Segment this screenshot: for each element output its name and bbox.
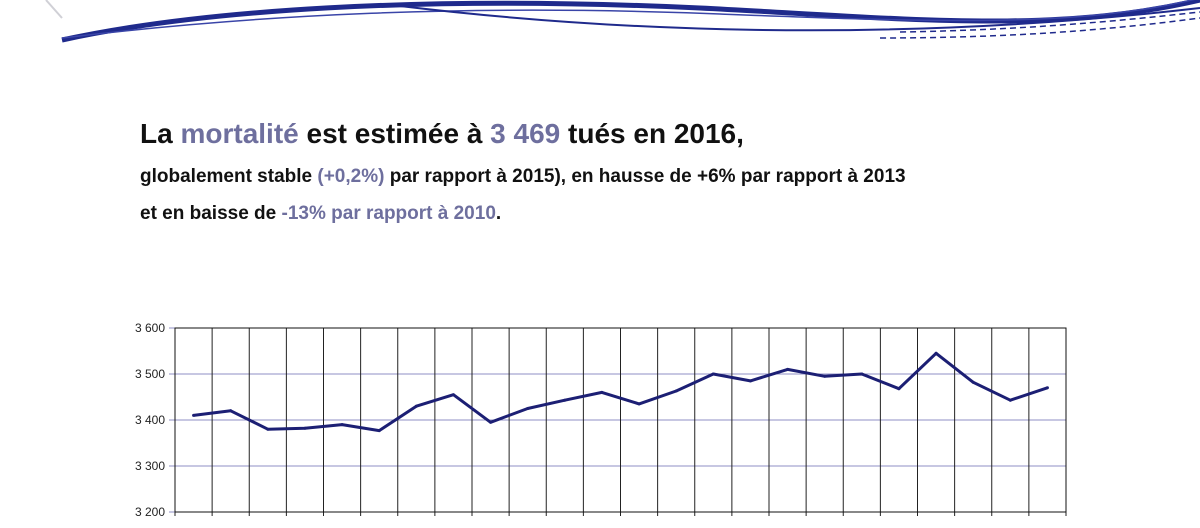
headline-line-2: globalement stable (+0,2%) par rapport à… bbox=[140, 166, 906, 188]
data-point bbox=[748, 379, 752, 383]
headline-text: par rapport à 2015), en hausse de +6% pa… bbox=[384, 166, 906, 187]
headline-text: La bbox=[140, 118, 181, 149]
headline-accent: -13% par rapport à 2010 bbox=[281, 203, 496, 224]
data-point bbox=[303, 426, 307, 430]
decorative-swoosh bbox=[45, 0, 1200, 43]
y-tick-label: 3 300 bbox=[135, 459, 165, 473]
y-tick-label: 3 200 bbox=[135, 505, 165, 519]
y-tick-label: 3 500 bbox=[135, 367, 165, 381]
data-point bbox=[229, 409, 233, 413]
headline-text: globalement stable bbox=[140, 166, 318, 187]
headline-text: . bbox=[495, 203, 502, 224]
data-point bbox=[823, 374, 827, 378]
data-point bbox=[600, 390, 604, 394]
line-chart: 3 200 3 300 3 400 3 500 3 600 bbox=[135, 321, 1067, 519]
headline-line-3: et en baisse de -13% par rapport à 2010. bbox=[140, 203, 501, 225]
data-point bbox=[786, 367, 790, 371]
data-point bbox=[1045, 386, 1049, 390]
series-line bbox=[193, 351, 1048, 433]
data-point bbox=[674, 389, 678, 393]
headline-text: est estimée à bbox=[298, 118, 491, 149]
y-tick-label: 3 400 bbox=[135, 413, 165, 427]
headline-accent: (+0,2%) bbox=[317, 166, 385, 187]
data-point bbox=[637, 402, 641, 406]
headline-line-1: La mortalité est estimée à 3 469 tués en… bbox=[140, 118, 744, 150]
data-point bbox=[934, 351, 938, 355]
data-point bbox=[526, 407, 530, 410]
headline-accent: mortalité bbox=[180, 118, 299, 149]
headline-accent: 3 469 bbox=[490, 118, 561, 149]
data-point bbox=[489, 420, 493, 424]
data-point bbox=[340, 423, 344, 427]
data-point bbox=[860, 372, 864, 376]
data-point bbox=[971, 380, 975, 384]
data-point bbox=[414, 404, 418, 408]
data-point bbox=[377, 429, 381, 433]
data-point bbox=[711, 372, 715, 376]
plot-frame bbox=[174, 327, 1067, 513]
data-point bbox=[451, 393, 455, 397]
headline-text: tués en 2016, bbox=[560, 118, 744, 149]
data-point bbox=[563, 398, 567, 402]
data-point bbox=[897, 387, 901, 391]
data-point bbox=[1008, 398, 1012, 402]
y-tick-label: 3 600 bbox=[135, 321, 165, 335]
data-point bbox=[266, 427, 270, 431]
headline-text: et en baisse de bbox=[140, 203, 282, 224]
data-point bbox=[192, 413, 196, 417]
